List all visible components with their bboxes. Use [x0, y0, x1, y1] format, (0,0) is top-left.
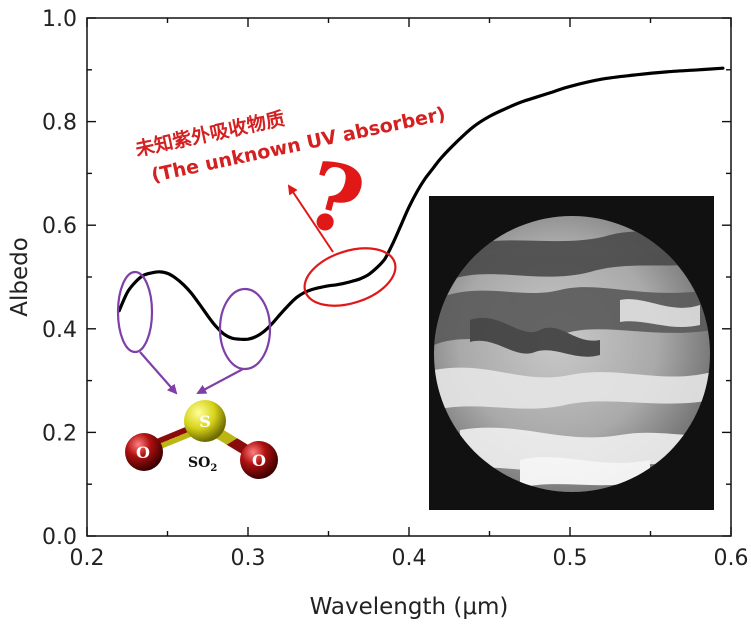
y-tick-label: 0.4	[42, 318, 77, 343]
y-tick-label: 0.8	[42, 111, 77, 136]
so2-arrow-right	[196, 368, 244, 394]
so2-label-main: SO	[188, 455, 210, 471]
so2-molecule: S O O SO2	[125, 400, 278, 479]
y-tick-label: 0.6	[42, 214, 77, 239]
uv-absorber-ellipse	[303, 247, 397, 307]
venus-image	[429, 196, 714, 510]
sulfur-label: S	[199, 412, 211, 431]
plot-frame	[86, 17, 732, 537]
so2-band-ellipse-right	[218, 287, 272, 371]
x-axis-title: Wavelength (μm)	[310, 594, 509, 620]
so2-band-ellipse-left	[116, 270, 154, 354]
oxygen-right-label: O	[252, 451, 266, 470]
uv-absorber-arrow	[287, 184, 334, 253]
uv-absorber-label: 未知紫外吸收物质 (The unknown UV absorber)	[132, 103, 447, 187]
x-tick-label: 0.6	[714, 546, 749, 571]
x-tick-label: 0.2	[70, 546, 105, 571]
so2-label: SO2	[188, 455, 217, 474]
y-axis-title: Albedo	[7, 237, 33, 317]
albedo-curve	[117, 66, 725, 342]
oxygen-atom-left	[125, 433, 163, 471]
y-tick-label: 0.2	[42, 421, 77, 446]
oxygen-atom-right	[240, 441, 278, 479]
question-mark: ?	[294, 140, 374, 258]
x-tick-label: 0.3	[231, 546, 266, 571]
y-tick-label: 0.0	[42, 525, 77, 550]
so2-label-subscript: 2	[210, 463, 217, 474]
y-tick-label: 1.0	[42, 7, 77, 32]
sulfur-atom	[184, 400, 226, 442]
x-tick-label: 0.4	[392, 546, 427, 571]
so2-arrow-left	[139, 351, 178, 395]
oxygen-left-label: O	[136, 443, 150, 462]
x-tick-label: 0.5	[553, 546, 588, 571]
tick-labels: 0.2 0.3 0.4 0.5 0.60.00.20.40.60.81.0	[42, 7, 749, 571]
